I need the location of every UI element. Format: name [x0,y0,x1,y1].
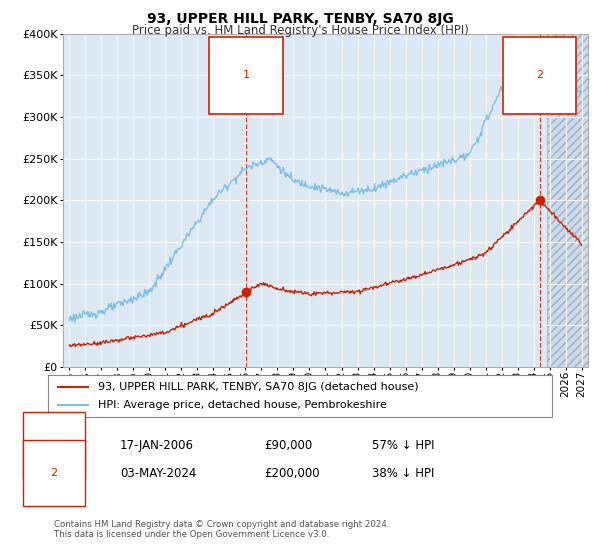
Text: 03-MAY-2024: 03-MAY-2024 [120,466,196,480]
Text: £90,000: £90,000 [264,438,312,452]
Text: 38% ↓ HPI: 38% ↓ HPI [372,466,434,480]
Bar [547,34,588,367]
Text: £200,000: £200,000 [264,466,320,480]
FancyBboxPatch shape [48,375,552,417]
Text: 1: 1 [242,70,250,80]
Text: 57% ↓ HPI: 57% ↓ HPI [372,438,434,452]
Text: 2: 2 [536,70,543,80]
Text: 93, UPPER HILL PARK, TENBY, SA70 8JG (detached house): 93, UPPER HILL PARK, TENBY, SA70 8JG (de… [98,382,419,392]
Text: 93, UPPER HILL PARK, TENBY, SA70 8JG: 93, UPPER HILL PARK, TENBY, SA70 8JG [146,12,454,26]
Bar [547,34,588,367]
Text: 2: 2 [50,468,58,478]
Text: Contains HM Land Registry data © Crown copyright and database right 2024.
This d: Contains HM Land Registry data © Crown c… [54,520,389,539]
Text: HPI: Average price, detached house, Pembrokeshire: HPI: Average price, detached house, Pemb… [98,400,387,410]
Text: Price paid vs. HM Land Registry's House Price Index (HPI): Price paid vs. HM Land Registry's House … [131,24,469,36]
Text: 17-JAN-2006: 17-JAN-2006 [120,438,194,452]
Text: 1: 1 [50,440,58,450]
